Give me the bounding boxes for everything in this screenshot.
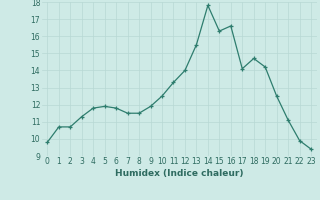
X-axis label: Humidex (Indice chaleur): Humidex (Indice chaleur) [115,169,244,178]
